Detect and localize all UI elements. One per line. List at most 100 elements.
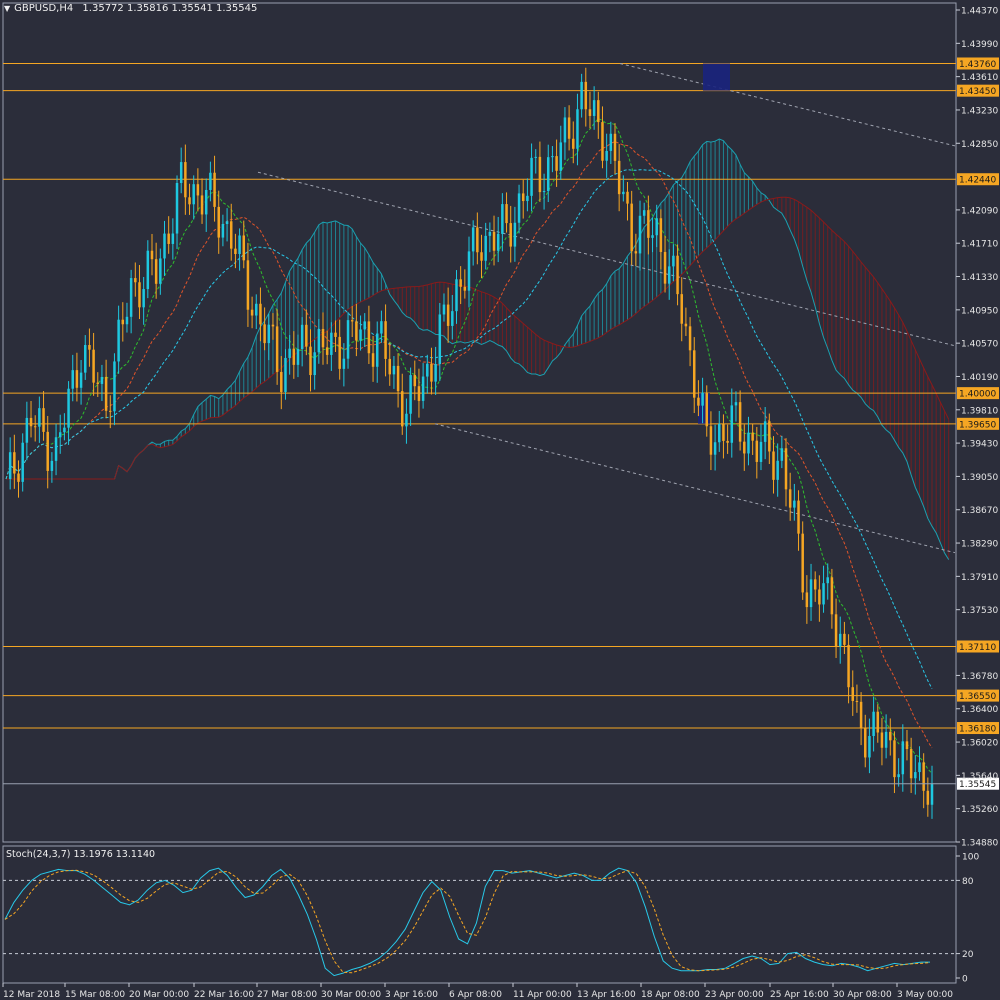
level-price-label: 1.39650 <box>959 420 996 430</box>
stoch-tick-label: 100 <box>962 853 979 863</box>
candle-body <box>893 740 896 778</box>
candle-body <box>342 358 346 369</box>
price-tick-label: 1.37910 <box>961 573 998 583</box>
candle-body <box>484 235 487 261</box>
price-tick-label: 1.36780 <box>961 672 998 682</box>
level-price-label: 1.36550 <box>959 692 996 702</box>
candle-body <box>884 731 888 748</box>
candle-body <box>175 183 179 234</box>
candle-body <box>605 150 608 161</box>
candle-body <box>926 790 930 805</box>
level-price-tag <box>957 387 999 400</box>
candle-body <box>480 252 483 261</box>
candle-body <box>805 592 809 608</box>
candle-body <box>426 363 429 377</box>
candle-body <box>58 432 62 438</box>
candle-body <box>313 352 316 376</box>
candle-body <box>292 348 296 365</box>
candles <box>8 67 934 819</box>
level-price-label: 1.37110 <box>959 643 996 653</box>
candle-body <box>676 255 679 295</box>
candle-body <box>530 157 533 196</box>
candle-body <box>367 321 371 354</box>
candle-body <box>751 432 754 441</box>
candle-body <box>159 258 162 284</box>
candle-body <box>371 353 375 367</box>
candle-body <box>25 417 29 443</box>
time-tick-label: 6 Apr 08:00 <box>449 990 502 1000</box>
candle-body <box>125 316 129 325</box>
candle-body <box>42 408 45 432</box>
candle-body <box>188 197 191 205</box>
candle-body <box>200 195 204 215</box>
candle-body <box>405 413 408 427</box>
level-price-tag <box>957 640 999 653</box>
candle-body <box>897 774 900 778</box>
candle-body <box>601 122 604 161</box>
candle-body <box>355 321 358 341</box>
level-price-tag <box>957 173 999 186</box>
level-price-tag <box>957 84 999 97</box>
candle-body <box>843 633 846 645</box>
level-price-tag <box>957 689 999 702</box>
stoch-tick-label: 80 <box>962 877 974 887</box>
ohlc-readout: 1.35772 1.35816 1.35541 1.35545 <box>82 3 258 14</box>
candle-body <box>851 687 854 701</box>
candle-body <box>330 332 333 355</box>
candle-body <box>521 193 525 202</box>
candle-body <box>409 375 412 414</box>
candle-body <box>738 402 742 442</box>
candle-body <box>438 314 442 365</box>
candle-body <box>104 377 108 411</box>
candle-body <box>713 442 717 455</box>
candle-body <box>630 203 633 252</box>
candle-body <box>830 577 834 615</box>
candle-body <box>776 460 779 480</box>
candle-body <box>647 210 650 238</box>
candle-body <box>359 329 362 341</box>
candle-body <box>797 500 800 534</box>
candle-body <box>813 579 817 590</box>
candle-body <box>847 644 850 688</box>
time-axis: 12 Mar 2018 15 Mar 08:00 20 Mar 00:00 22 Ma… <box>2 983 953 1000</box>
candle-body <box>855 700 859 702</box>
candle-body <box>296 349 300 365</box>
candle-body <box>280 371 283 392</box>
candle-body <box>117 319 120 362</box>
cloud-span-a <box>6 138 950 560</box>
candle-body <box>46 431 49 471</box>
candle-body <box>555 156 558 171</box>
candle-body <box>392 365 396 375</box>
candle-body <box>526 195 529 202</box>
candle-body <box>21 442 24 482</box>
price-tick-label: 1.35260 <box>961 805 998 815</box>
candle-body <box>221 224 225 238</box>
candle-body <box>380 321 383 334</box>
price-tick-label: 1.44370 <box>961 7 998 17</box>
candle-body <box>868 736 871 758</box>
candle-body <box>834 614 838 647</box>
candle-body <box>84 345 87 373</box>
candle-body <box>726 440 729 443</box>
level-price-label: 1.43760 <box>959 60 996 70</box>
candle-body <box>229 221 233 249</box>
candle-body <box>517 193 521 223</box>
candle-body <box>217 206 220 238</box>
level-price-tag <box>957 57 999 70</box>
candle-body <box>17 473 20 482</box>
candle-body <box>204 189 208 215</box>
dropdown-triangle-icon[interactable]: ▼ <box>4 4 11 13</box>
candle-body <box>592 100 596 116</box>
time-tick-label: 30 Apr 08:00 <box>833 990 892 1000</box>
candle-body <box>826 577 829 584</box>
candle-body <box>501 204 504 234</box>
candle-body <box>580 81 583 110</box>
symbol-label: GBPUSD,H4 <box>14 3 74 14</box>
price-tick-label: 1.43230 <box>961 106 998 116</box>
candle-body <box>263 324 266 344</box>
candle-body <box>772 451 775 480</box>
candle-body <box>567 117 571 139</box>
candle-body <box>496 233 500 251</box>
candle-body <box>793 500 796 508</box>
candle-body <box>255 303 258 316</box>
